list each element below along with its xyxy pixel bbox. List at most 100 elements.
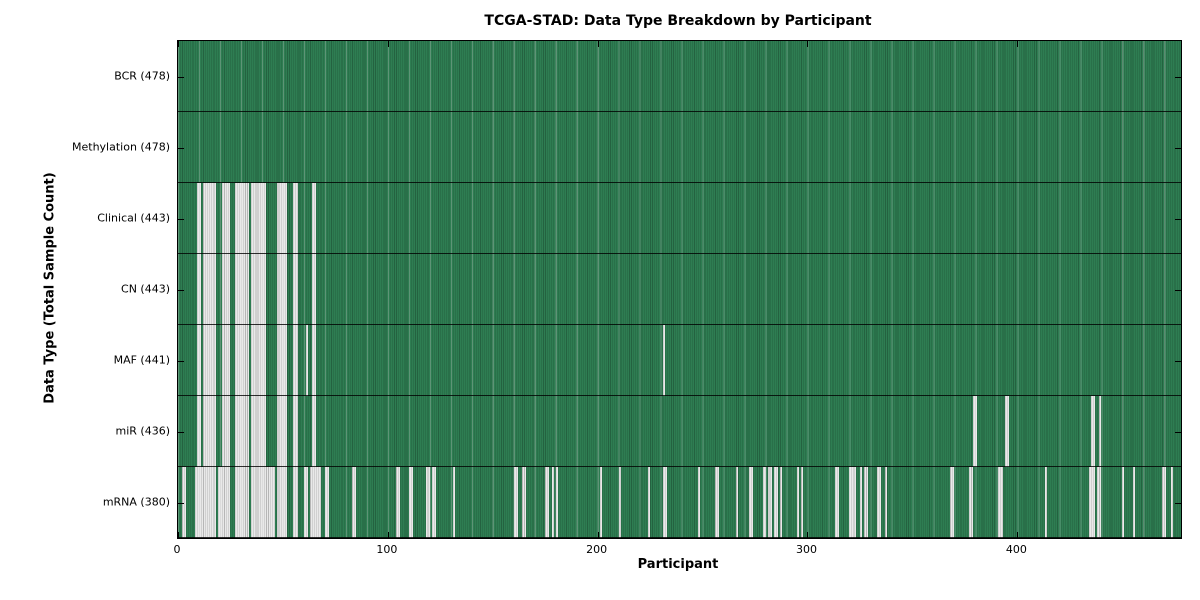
absent-stripe — [452, 467, 455, 538]
x-tick-mark — [1017, 41, 1019, 47]
absent-stripe — [773, 467, 779, 538]
absent-stripe — [1044, 467, 1047, 538]
x-tick-label: 100 — [376, 543, 398, 556]
absent-stripe — [1090, 396, 1095, 467]
absent-stripe — [196, 254, 202, 325]
absent-stripe — [196, 183, 202, 254]
x-tick-mark — [597, 41, 599, 47]
x-tick-mark — [387, 41, 389, 47]
x-tick-label: 0 — [173, 543, 181, 556]
x-tick-mark — [807, 41, 809, 47]
absent-stripe — [312, 183, 317, 254]
absent-stripe — [408, 467, 413, 538]
absent-stripe — [251, 396, 267, 467]
y-tick-mark — [178, 502, 184, 504]
absent-stripe — [513, 467, 518, 538]
absent-stripe — [276, 325, 288, 396]
y-tick-mark — [1175, 360, 1181, 362]
y-tick-mark — [178, 218, 184, 220]
x-tick-label: 400 — [1005, 543, 1027, 556]
absent-stripe — [849, 467, 856, 538]
absent-stripe — [969, 467, 974, 538]
y-tick-mark — [1175, 218, 1181, 220]
absent-stripe — [551, 467, 554, 538]
absent-stripe — [234, 254, 250, 325]
y-tick-mark — [178, 147, 184, 149]
y-tick-label: Clinical (443) — [97, 211, 170, 224]
absent-stripe — [522, 467, 527, 538]
y-tick-mark — [178, 76, 184, 78]
x-tick-mark — [1017, 532, 1019, 538]
absent-stripe — [555, 467, 558, 538]
absent-stripe — [194, 467, 216, 538]
absent-stripe — [234, 183, 250, 254]
x-tick-mark — [597, 532, 599, 538]
absent-stripe — [864, 467, 869, 538]
y-tick-label: Methylation (478) — [72, 140, 170, 153]
y-tick-mark — [1175, 431, 1181, 433]
absent-stripe — [324, 467, 330, 538]
heatmap-rows — [178, 41, 1181, 538]
absent-stripe — [251, 467, 275, 538]
absent-stripe — [425, 467, 430, 538]
x-tick-mark — [387, 532, 389, 538]
absent-stripe — [293, 396, 298, 467]
absent-stripe — [431, 467, 437, 538]
y-tick-mark — [1175, 76, 1181, 78]
y-axis-label: Data Type (Total Sample Count) — [42, 172, 58, 404]
absent-stripe — [859, 467, 863, 538]
absent-stripe — [715, 467, 720, 538]
absent-stripe — [203, 396, 216, 467]
absent-stripe — [303, 467, 309, 538]
absent-stripe — [1004, 396, 1009, 467]
absent-stripe — [312, 396, 317, 467]
plot-area: Present Absent — [177, 40, 1182, 539]
y-tick-label: miR (436) — [115, 424, 171, 437]
absent-stripe — [352, 467, 357, 538]
y-tick-label: CN (443) — [121, 282, 170, 295]
x-tick-label: 300 — [795, 543, 817, 556]
absent-stripe — [222, 254, 231, 325]
absent-stripe — [599, 467, 602, 538]
absent-stripe — [1132, 467, 1135, 538]
absent-stripe — [648, 467, 651, 538]
absent-stripe — [1099, 396, 1102, 467]
absent-stripe — [618, 467, 621, 538]
x-tick-mark — [807, 532, 809, 538]
absent-stripe — [748, 467, 753, 538]
absent-stripe — [662, 467, 667, 538]
absent-stripe — [797, 467, 800, 538]
absent-stripe — [203, 325, 216, 396]
absent-stripe — [780, 467, 783, 538]
absent-stripe — [1097, 467, 1102, 538]
absent-stripe — [196, 325, 202, 396]
y-tick-mark — [1175, 147, 1181, 149]
absent-stripe — [545, 467, 550, 538]
absent-stripe — [312, 254, 317, 325]
absent-stripe — [196, 396, 202, 467]
absent-stripe — [950, 467, 955, 538]
absent-stripe — [222, 325, 231, 396]
absent-stripe — [203, 254, 216, 325]
absent-stripe — [767, 467, 772, 538]
absent-stripe — [876, 467, 881, 538]
absent-stripe — [763, 467, 766, 538]
absent-stripe — [276, 254, 288, 325]
absent-stripe — [293, 183, 298, 254]
absent-stripe — [312, 325, 317, 396]
y-tick-mark — [1175, 502, 1181, 504]
y-tick-mark — [178, 289, 184, 291]
absent-stripe — [698, 467, 701, 538]
absent-stripe — [217, 467, 231, 538]
absent-stripe — [1122, 467, 1125, 538]
absent-stripe — [251, 254, 267, 325]
y-tick-mark — [178, 360, 184, 362]
absent-stripe — [310, 467, 321, 538]
y-tick-mark — [178, 431, 184, 433]
absent-stripe — [234, 325, 250, 396]
absent-stripe — [251, 325, 267, 396]
chart-title: TCGA-STAD: Data Type Breakdown by Partic… — [484, 13, 872, 29]
absent-stripe — [305, 325, 309, 396]
absent-stripe — [251, 183, 267, 254]
